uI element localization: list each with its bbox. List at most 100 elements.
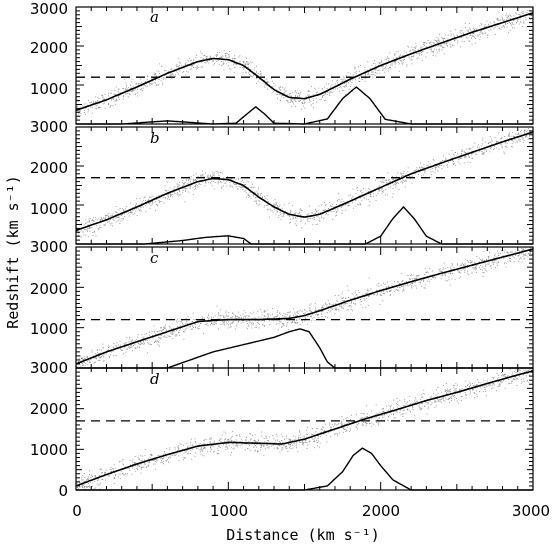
data-point [272,207,274,208]
data-point [239,434,240,436]
data-point [358,66,359,68]
data-point [155,85,157,86]
data-point [402,180,404,181]
data-point [507,251,509,253]
data-point [484,149,486,151]
data-point [256,441,258,443]
data-point [228,61,230,63]
data-point [398,63,400,65]
data-point [264,316,266,317]
data-point [464,157,466,159]
data-point [88,360,90,361]
data-point [329,91,330,93]
data-point [488,257,490,259]
data-point [248,324,250,326]
data-point [260,192,262,194]
data-point [338,295,340,296]
data-point [213,322,215,324]
data-point [459,388,460,390]
data-point [414,402,416,404]
data-point [307,444,309,446]
data-point [278,329,279,331]
data-point [492,140,493,142]
data-point [312,313,314,315]
data-point [386,64,387,66]
data-point [124,342,126,344]
data-point [374,72,376,73]
data-point [185,63,187,65]
data-point [248,196,250,198]
data-point [488,258,490,260]
data-point [253,446,255,448]
data-point [155,198,157,200]
data-point [147,352,149,354]
data-point [237,316,239,317]
data-point [496,26,498,28]
data-point [376,284,378,286]
data-point [279,445,281,447]
data-point [223,179,225,181]
data-point [250,187,252,189]
data-point [135,207,137,209]
data-point [288,102,290,104]
data-point [241,185,243,187]
data-point [98,228,100,230]
data-point [462,150,463,152]
data-point [78,487,79,489]
data-point [293,213,295,215]
data-point [426,164,428,166]
data-point [407,284,408,286]
data-point [517,18,519,20]
data-point [527,132,529,134]
data-point [464,22,466,24]
data-point [155,333,156,335]
data-point [433,42,435,44]
data-point [427,165,429,167]
data-point [248,320,250,321]
data-point [192,180,194,182]
data-point [409,279,411,280]
data-point [508,379,509,380]
data-point [494,256,496,258]
data-point [287,94,289,96]
data-point [225,432,227,434]
data-point [271,445,273,447]
data-point [254,434,256,436]
data-point [385,179,387,181]
data-point [256,82,257,84]
data-point [437,165,438,167]
data-point [289,212,291,214]
data-point [375,200,377,201]
data-point [436,165,438,166]
data-point [100,349,102,351]
data-point [300,309,302,311]
data-point [96,354,97,356]
data-point [460,30,462,31]
data-point [449,41,451,43]
data-point [264,195,265,197]
data-point [173,74,175,76]
data-point [116,216,118,218]
data-point [126,84,128,86]
data-point [441,45,443,47]
data-point [443,42,445,44]
data-point [512,135,514,137]
data-point [105,100,107,102]
data-point [281,447,283,449]
data-point [193,326,194,328]
data-point [215,170,217,172]
data-point [426,271,428,273]
data-point [465,156,466,158]
data-point [502,255,504,257]
data-point [522,11,524,12]
data-point [523,257,525,259]
data-point [78,361,79,363]
data-point [387,70,389,72]
data-point [359,195,361,197]
data-point [294,99,296,101]
data-point [260,317,262,319]
data-point [167,335,169,337]
data-point [223,321,225,323]
data-point [497,262,499,264]
data-point [519,139,521,141]
